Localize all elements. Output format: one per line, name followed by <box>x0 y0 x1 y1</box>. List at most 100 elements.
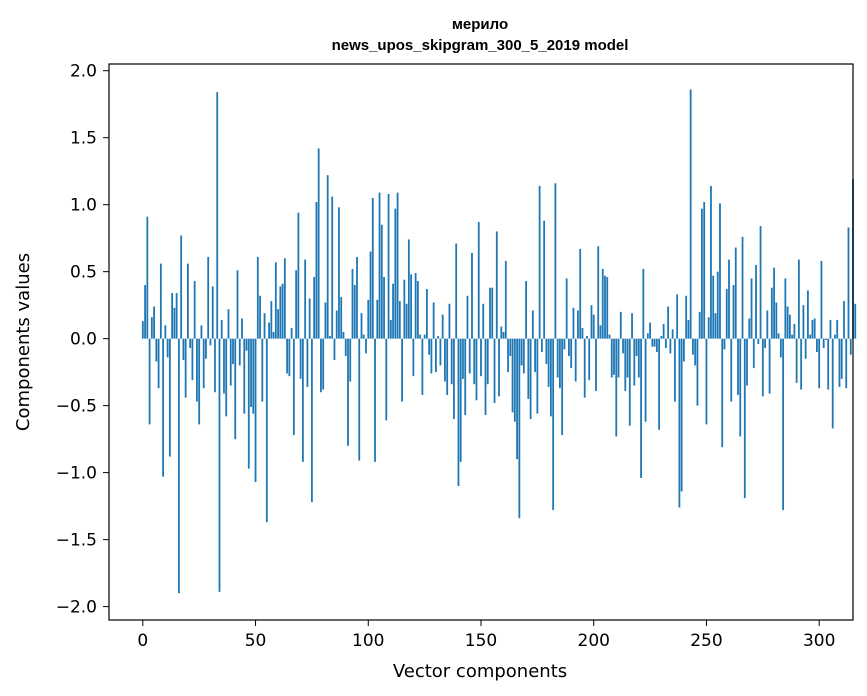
bar <box>786 306 789 339</box>
bar <box>520 338 523 366</box>
bar <box>692 338 694 355</box>
bar <box>809 334 812 339</box>
bar <box>554 183 557 339</box>
bar <box>421 338 424 395</box>
bar <box>270 301 273 339</box>
y-tick-label: −0.5 <box>56 397 97 417</box>
bar <box>288 338 291 377</box>
bar <box>392 283 394 339</box>
bar <box>775 302 778 339</box>
bar <box>283 258 286 339</box>
bar <box>396 192 399 339</box>
bar <box>229 338 232 386</box>
bar <box>797 259 800 339</box>
bar <box>358 338 361 461</box>
x-tick-label: 250 <box>690 631 722 651</box>
bar <box>383 277 385 339</box>
bar <box>579 248 582 339</box>
bar <box>423 334 426 339</box>
bar <box>820 260 823 339</box>
bar <box>628 338 631 426</box>
bar <box>471 252 473 339</box>
bar <box>272 331 275 339</box>
bar <box>324 302 327 339</box>
bar <box>504 260 507 339</box>
bar <box>759 226 762 339</box>
bar <box>662 323 665 339</box>
bar <box>615 338 618 437</box>
bar <box>795 338 798 383</box>
bar <box>646 333 649 339</box>
bar <box>329 335 331 339</box>
bar <box>660 335 663 339</box>
bar <box>513 338 516 422</box>
bar <box>245 338 248 351</box>
bar <box>407 239 410 339</box>
bar <box>613 338 615 375</box>
bar <box>394 208 397 339</box>
bar <box>441 314 444 339</box>
bar <box>385 338 388 421</box>
bar <box>162 338 165 477</box>
bar <box>730 338 733 402</box>
bar <box>322 338 325 390</box>
bar <box>811 319 814 339</box>
bar <box>818 338 821 389</box>
bar <box>561 338 564 436</box>
x-tick-label: 100 <box>352 631 384 651</box>
bar <box>367 299 370 339</box>
bar <box>410 274 413 339</box>
bar <box>644 338 647 422</box>
bar <box>606 277 609 339</box>
bar <box>311 338 313 503</box>
bar <box>565 278 568 339</box>
bar <box>466 295 469 339</box>
bar <box>559 338 561 389</box>
bar <box>344 338 347 357</box>
bar <box>764 338 766 349</box>
bar <box>737 338 739 395</box>
bar <box>622 338 624 354</box>
bar <box>746 338 748 386</box>
bar <box>241 318 243 339</box>
bar <box>698 311 701 339</box>
bar <box>315 202 318 339</box>
bar <box>353 285 356 339</box>
bar <box>473 338 476 385</box>
bar <box>191 338 194 381</box>
bar <box>180 235 183 339</box>
bar <box>437 335 440 339</box>
bar <box>770 287 773 339</box>
y-tick-label: −1.5 <box>56 531 97 551</box>
bar <box>840 338 843 379</box>
bar <box>739 338 742 437</box>
bar <box>475 338 478 401</box>
bar <box>854 303 857 339</box>
bar <box>193 281 196 339</box>
bar <box>748 318 751 339</box>
bar <box>268 322 270 339</box>
bar <box>480 338 482 377</box>
bar <box>453 338 455 420</box>
bar <box>274 262 277 339</box>
bar <box>556 338 559 378</box>
bar <box>723 338 726 350</box>
x-tick-label: 50 <box>245 631 267 651</box>
bar <box>450 338 453 385</box>
bar <box>435 338 437 373</box>
bar <box>227 309 230 339</box>
bar <box>689 89 692 339</box>
bar <box>263 313 266 339</box>
bar <box>701 208 703 339</box>
bar <box>457 338 460 487</box>
bar <box>610 338 613 378</box>
bar <box>734 247 737 339</box>
bar <box>378 192 381 339</box>
bar <box>705 338 708 425</box>
bar <box>297 212 300 339</box>
bar <box>552 338 555 511</box>
bar <box>509 338 512 357</box>
bar <box>306 338 309 387</box>
bar <box>356 256 358 339</box>
bar <box>522 338 525 374</box>
